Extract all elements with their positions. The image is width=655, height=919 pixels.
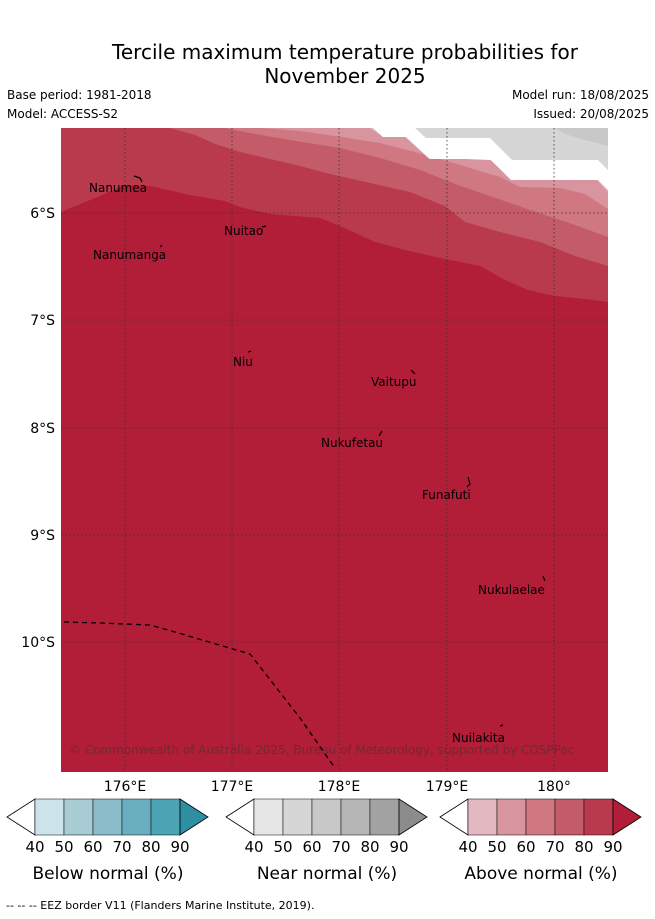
island-nuitao [261, 225, 267, 228]
colorbar-lower-extension [6, 798, 36, 836]
eez-footer-note: -- -- -- EEZ border V11 (Flanders Marine… [6, 899, 315, 912]
island-nukufetau [378, 430, 383, 437]
colorbar-tick-label: 70 [331, 838, 350, 856]
graticule [61, 128, 608, 772]
model-run: Model run: 18/08/2025 [511, 88, 649, 102]
colorbar-segment [92, 798, 123, 836]
longitude-labels: 176°E 177°E 178°E 179°E 180° [104, 779, 571, 795]
colorbar-tick-label: 40 [244, 838, 263, 856]
colorbar-upper-extension [398, 798, 428, 836]
near-normal-50-region [415, 128, 608, 170]
colorbar-tick-label: 40 [458, 838, 477, 856]
colorbar-lower-extension [439, 798, 469, 836]
colorbar-tick-label: 40 [25, 838, 44, 856]
colorbar-segment [583, 798, 614, 836]
colorbar-title-near-normal: Near normal (%) [256, 864, 398, 884]
island-nanumea [133, 175, 143, 183]
island-vaitupu [410, 369, 416, 375]
colorbar-segment [496, 798, 527, 836]
place-label-nanumea: Nanumea [89, 181, 147, 195]
colorbar-segment [340, 798, 371, 836]
island-niu [247, 350, 252, 353]
colorbar-segment [525, 798, 556, 836]
colorbar-tick-label: 50 [54, 838, 73, 856]
lon-label-179e: 179°E [426, 779, 469, 795]
colorbar-tick-label: 80 [141, 838, 160, 856]
island-nuilakita [499, 724, 504, 727]
colorbar-tick-label: 60 [516, 838, 535, 856]
colorbar-tick-label: 70 [112, 838, 131, 856]
issued-date: Issued: 20/08/2025 [533, 107, 649, 121]
colorbar-tick-label: 50 [273, 838, 292, 856]
colorbar-segment [467, 798, 498, 836]
colorbar-tick-label: 60 [302, 838, 321, 856]
lat-label-9s: 9°S [30, 528, 55, 544]
colorbar-below-normal: 40 50 60 70 80 90 [6, 798, 209, 856]
colorbar-segment [311, 798, 342, 836]
lon-label-180: 180° [537, 779, 571, 795]
model-name: Model: ACCESS-S2 [7, 107, 119, 121]
colorbar-tick-label: 70 [545, 838, 564, 856]
lat-label-6s: 6°S [30, 206, 55, 222]
lat-label-10s: 10°S [21, 635, 55, 651]
colorbar-segment [63, 798, 94, 836]
colorbar-segment [34, 798, 65, 836]
colorbar-upper-extension [179, 798, 209, 836]
place-label-nuitao: Nuitao [224, 224, 263, 238]
colorbar-segment [369, 798, 400, 836]
place-label-vaitupu: Vaitupu [371, 375, 417, 389]
lon-label-177e: 177°E [211, 779, 254, 795]
place-label-nukufetau: Nukufetau [321, 436, 383, 450]
colorbar-tick-label: 90 [389, 838, 408, 856]
near-normal-60-region [555, 128, 608, 146]
place-labels: Nanumea Nuitao Nanumanga Niu Vaitupu Nuk… [89, 181, 545, 745]
colorbar-segment [282, 798, 313, 836]
place-label-nanumanga: Nanumanga [93, 248, 166, 262]
colorbar-segment [121, 798, 152, 836]
colorbar-tick-label: 80 [360, 838, 379, 856]
copyright-notice: © Commonwealth of Australia 2025, Bureau… [69, 743, 574, 757]
lat-label-8s: 8°S [30, 421, 55, 437]
colorbar-segment [150, 798, 181, 836]
eez-border [63, 621, 336, 769]
island-nanumanga [159, 244, 163, 248]
colorbar-tick-label: 60 [83, 838, 102, 856]
colorbar-title-above-normal: Above normal (%) [464, 864, 618, 884]
colorbar-near-normal: 40 50 60 70 80 90 [225, 798, 428, 856]
colorbar-lower-extension [225, 798, 255, 836]
latitude-labels: 6°S 7°S 8°S 9°S 10°S [21, 206, 55, 651]
colorbar-title-below-normal: Below normal (%) [32, 864, 184, 884]
colorbar-tick-label: 90 [603, 838, 622, 856]
colorbar-above-normal: 40 50 60 70 80 90 [439, 798, 642, 856]
lon-label-178e: 178°E [318, 779, 361, 795]
lon-label-176e: 176°E [104, 779, 147, 795]
title-line-2: November 2025 [264, 64, 426, 88]
base-period: Base period: 1981-2018 [7, 88, 152, 102]
island-funafuti [466, 476, 471, 488]
place-label-nukulaelae: Nukulaelae [478, 583, 545, 597]
colorbar-segment [253, 798, 284, 836]
colorbar-tick-label: 50 [487, 838, 506, 856]
colorbar-tick-label: 80 [574, 838, 593, 856]
place-label-funafuti: Funafuti [422, 488, 471, 502]
place-label-nuilakita: Nuilakita [452, 731, 505, 745]
place-label-niu: Niu [233, 355, 253, 369]
island-nukulaelae [542, 575, 546, 582]
colorbar-tick-label: 90 [170, 838, 189, 856]
lat-label-7s: 7°S [30, 313, 55, 329]
colorbar-segment [554, 798, 585, 836]
map-title: Tercile maximum temperature probabilitie… [0, 40, 655, 88]
islands [133, 175, 546, 727]
title-line-1: Tercile maximum temperature probabilitie… [112, 40, 578, 64]
colorbar-upper-extension [612, 798, 642, 836]
